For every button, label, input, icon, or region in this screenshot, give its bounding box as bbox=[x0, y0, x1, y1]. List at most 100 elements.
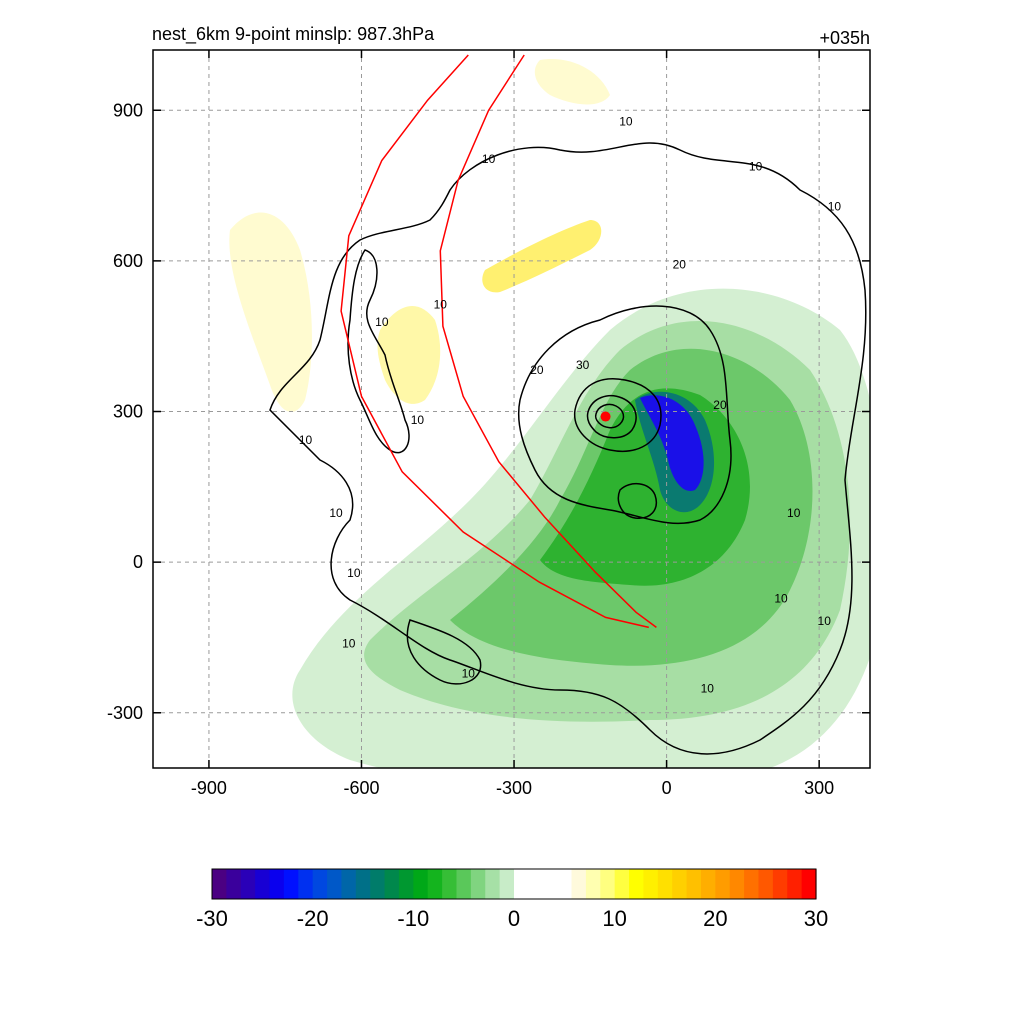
shade-yellow-band-2 bbox=[482, 220, 602, 293]
colorbar-swatch-39 bbox=[772, 869, 788, 899]
contour-label-12: 10 bbox=[329, 506, 343, 520]
colorbar-swatch-10 bbox=[355, 869, 371, 899]
contour-inner-1 bbox=[586, 394, 637, 439]
colorbar-tick-label: 20 bbox=[703, 906, 727, 931]
contour-layer bbox=[269, 142, 867, 755]
contour-eye-blob bbox=[617, 483, 657, 519]
contour-west-band bbox=[347, 249, 410, 454]
colorbar-swatch-40 bbox=[787, 869, 803, 899]
colorbar-swatch-19 bbox=[485, 869, 501, 899]
contour-label-11: 10 bbox=[299, 433, 313, 447]
y-tick-label: 600 bbox=[113, 251, 143, 271]
storm-center-marker bbox=[600, 411, 611, 422]
track-layer bbox=[340, 54, 657, 629]
colorbar-swatch-34 bbox=[700, 869, 716, 899]
colorbar-swatch-6 bbox=[298, 869, 314, 899]
contour-inner-2 bbox=[594, 403, 625, 429]
x-tick-label: 0 bbox=[662, 778, 672, 798]
x-tick-label: 300 bbox=[804, 778, 834, 798]
chart-title-left: nest_6km 9-point minslp: 987.3hPa bbox=[152, 24, 435, 45]
colorbar-swatch-28 bbox=[614, 869, 630, 899]
colorbar-swatch-37 bbox=[744, 869, 760, 899]
shading-layer bbox=[229, 59, 870, 768]
colorbar-swatch-7 bbox=[312, 869, 328, 899]
colorbar-swatch-5 bbox=[283, 869, 299, 899]
y-tick-label: 900 bbox=[113, 100, 143, 120]
shade-yellow-band-3 bbox=[229, 212, 312, 412]
colorbar-swatch-4 bbox=[269, 869, 285, 899]
colorbar-swatch-16 bbox=[442, 869, 458, 899]
colorbar-swatch-23 bbox=[542, 869, 558, 899]
y-axis: 900 600 300 0 -300 bbox=[107, 100, 870, 723]
colorbar-labels: -30 -20 -10 0 10 20 30 bbox=[196, 906, 828, 931]
y-tick-label: -300 bbox=[107, 703, 143, 723]
colorbar-tick-label: 10 bbox=[602, 906, 626, 931]
colorbar-swatch-15 bbox=[427, 869, 443, 899]
contour-label-10: 10 bbox=[411, 413, 425, 427]
contour-sw-lobe bbox=[406, 619, 482, 685]
contour-20 bbox=[517, 305, 732, 525]
x-axis: -900 -600 -300 0 300 bbox=[191, 50, 834, 798]
contour-label-0: 10 bbox=[619, 114, 633, 128]
x-tick-label: -300 bbox=[496, 778, 532, 798]
shade-yellow-band-1 bbox=[377, 306, 441, 404]
contour-label-13: 10 bbox=[347, 566, 361, 580]
colorbar-tick-label: -20 bbox=[297, 906, 329, 931]
contour-label-6: 10 bbox=[434, 298, 448, 312]
track-line-inner bbox=[439, 54, 657, 629]
contour-label-2: 10 bbox=[749, 160, 763, 174]
colorbar-swatch-35 bbox=[715, 869, 731, 899]
colorbar-tick-label: 30 bbox=[804, 906, 828, 931]
colorbar-swatch-41 bbox=[801, 869, 817, 899]
contour-30 bbox=[574, 378, 662, 452]
colorbar-swatch-12 bbox=[384, 869, 400, 899]
contour-labels: 10 10 10 10 20 10 10 20 30 20 10 10 10 10 10 10 10 10 10 10 bbox=[299, 114, 842, 695]
colorbar-swatch-18 bbox=[470, 869, 486, 899]
colorbar-swatch-3 bbox=[255, 869, 271, 899]
colorbar-swatch-9 bbox=[341, 869, 357, 899]
colorbar-swatch-25 bbox=[571, 869, 587, 899]
colorbar-swatch-21 bbox=[514, 869, 529, 899]
shade-yellow-band-4 bbox=[534, 59, 610, 105]
contour-10-outer bbox=[269, 142, 867, 755]
contour-label-3: 10 bbox=[828, 200, 842, 214]
contour-label-7: 20 bbox=[530, 363, 544, 377]
colorbar-swatch-1 bbox=[226, 869, 242, 899]
colorbar-tick-label: -10 bbox=[397, 906, 429, 931]
colorbar-tick-label: -30 bbox=[196, 906, 228, 931]
colorbar bbox=[211, 868, 817, 900]
colorbar-swatch-2 bbox=[240, 869, 256, 899]
colorbar-swatch-8 bbox=[327, 869, 343, 899]
colorbar-swatch-20 bbox=[499, 869, 515, 899]
chart-title-right: +035h bbox=[819, 28, 870, 48]
colorbar-swatch-13 bbox=[398, 869, 414, 899]
colorbar-swatch-24 bbox=[557, 869, 573, 899]
colorbar-swatch-27 bbox=[600, 869, 616, 899]
contour-label-19: 10 bbox=[701, 682, 715, 696]
contour-label-8: 30 bbox=[576, 358, 590, 372]
contour-label-4: 20 bbox=[673, 257, 687, 271]
colorbar-swatch-14 bbox=[413, 869, 429, 899]
colorbar-frame bbox=[211, 868, 817, 900]
x-tick-label: -900 bbox=[191, 778, 227, 798]
colorbar-swatch-22 bbox=[528, 869, 544, 899]
contour-label-9: 20 bbox=[713, 398, 727, 412]
colorbar-swatch-17 bbox=[456, 869, 472, 899]
track-line-outer bbox=[340, 54, 649, 629]
contour-label-18: 10 bbox=[462, 667, 476, 681]
plot-frame bbox=[152, 49, 871, 769]
x-tick-label: -600 bbox=[343, 778, 379, 798]
colorbar-swatch-26 bbox=[585, 869, 601, 899]
colorbar-swatch-30 bbox=[643, 869, 659, 899]
colorbar-tick-label: 0 bbox=[508, 906, 520, 931]
colorbar-swatch-29 bbox=[629, 869, 645, 899]
y-tick-label: 300 bbox=[113, 402, 143, 422]
contour-label-14: 10 bbox=[787, 506, 801, 520]
colorbar-swatch-0 bbox=[212, 869, 227, 899]
contour-label-5: 10 bbox=[375, 315, 389, 329]
colorbar-swatch-11 bbox=[370, 869, 386, 899]
y-tick-label: 0 bbox=[133, 552, 143, 572]
colorbar-swatch-31 bbox=[657, 869, 673, 899]
colorbar-swatch-32 bbox=[672, 869, 688, 899]
